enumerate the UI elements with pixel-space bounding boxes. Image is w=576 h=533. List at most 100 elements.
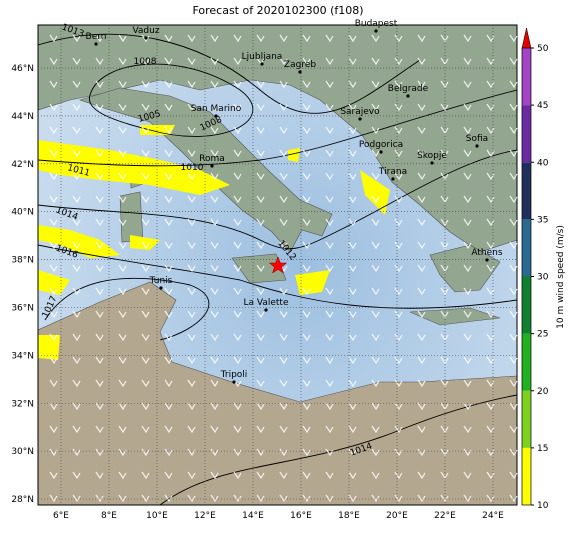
wind-barb <box>325 149 334 158</box>
city-dot <box>391 177 395 181</box>
wind-barb <box>256 241 265 250</box>
lat-tick-label: 34°N <box>11 351 34 361</box>
wind-barb <box>164 195 173 204</box>
colorbar-tick-label: 10 <box>537 501 549 511</box>
wind-barb <box>164 448 173 457</box>
africa <box>38 281 517 505</box>
lat-tick-label: 32°N <box>11 399 34 409</box>
wind-barb <box>164 310 173 319</box>
city-label: Ljubljana <box>242 52 283 62</box>
wind-barb <box>233 264 242 273</box>
wind-barb <box>233 356 242 365</box>
wind-barb <box>509 425 518 434</box>
wind-barb <box>95 241 104 250</box>
wind-barb <box>325 287 334 296</box>
wind-barb <box>210 425 219 434</box>
wind-barb <box>394 287 403 296</box>
wind-barb <box>348 402 357 411</box>
wind-barb <box>440 425 449 434</box>
wind-barb <box>187 172 196 181</box>
wind-barb <box>187 218 196 227</box>
wind-barb <box>302 310 311 319</box>
city-dot <box>298 70 302 74</box>
wind-barb <box>72 241 81 250</box>
wind-barb <box>141 126 150 135</box>
wind-barb <box>394 57 403 66</box>
city-dot <box>210 164 214 168</box>
wind-barb <box>187 448 196 457</box>
wind-barb <box>279 310 288 319</box>
city-label: Tirana <box>378 167 407 177</box>
wind-barb <box>256 195 265 204</box>
wind-barb <box>233 333 242 342</box>
wind-barb <box>509 218 518 227</box>
wind-barb <box>417 310 426 319</box>
wind-barb <box>394 34 403 43</box>
wind-barb <box>394 379 403 388</box>
wind-barb <box>118 356 127 365</box>
wind-barb <box>141 310 150 319</box>
wind-barb <box>72 379 81 388</box>
wind-barb <box>141 218 150 227</box>
lon-tick-label: 22°E <box>434 511 456 521</box>
wind-barb <box>440 218 449 227</box>
city-label: Podgorica <box>359 140 403 150</box>
city-label: Tunis <box>149 276 173 286</box>
wind-barb <box>72 471 81 480</box>
wind-barb <box>348 57 357 66</box>
city-dot <box>144 36 148 40</box>
wind-barb <box>417 379 426 388</box>
wind-barb <box>233 126 242 135</box>
wind-barb <box>164 80 173 89</box>
wind-barb <box>72 172 81 181</box>
wind-barb <box>164 241 173 250</box>
wind-barb <box>210 310 219 319</box>
wind-barb <box>49 34 58 43</box>
wind-barb <box>463 356 472 365</box>
wind-barb <box>325 333 334 342</box>
wind-barb <box>95 103 104 112</box>
wind-barb <box>164 218 173 227</box>
wind-barb <box>348 379 357 388</box>
wind-barb <box>486 425 495 434</box>
city-label: Budapest <box>355 19 398 29</box>
colorbar-segment <box>522 162 531 220</box>
wind-barb <box>141 425 150 434</box>
wind-barb <box>95 195 104 204</box>
wind-barb <box>95 80 104 89</box>
wind-barb <box>72 402 81 411</box>
wind-barb <box>463 333 472 342</box>
wind-barb <box>233 172 242 181</box>
wind-barb <box>463 264 472 273</box>
wind-barb <box>509 471 518 480</box>
wind-barb <box>49 356 58 365</box>
wind-barb <box>72 425 81 434</box>
wind-barb <box>233 149 242 158</box>
wind-barb <box>486 356 495 365</box>
wind-barb <box>95 264 104 273</box>
wind-barb <box>210 402 219 411</box>
wind-barb <box>509 80 518 89</box>
wind-barb <box>187 402 196 411</box>
colorbar-segment <box>522 447 531 505</box>
lon-tick-label: 24°E <box>482 511 504 521</box>
wind-barb <box>440 356 449 365</box>
wind-barb <box>256 149 265 158</box>
wind-barb <box>210 379 219 388</box>
wind-barb <box>509 333 518 342</box>
lat-tick-label: 38°N <box>11 256 34 266</box>
wind-barb <box>417 241 426 250</box>
wind-barb <box>325 126 334 135</box>
wind-barb <box>210 172 219 181</box>
city-label: Skopje <box>417 151 447 161</box>
lon-tick-label: 8°E <box>101 511 117 521</box>
wind-barb <box>164 494 173 503</box>
wind-barb <box>233 218 242 227</box>
colorbar-tick-label: 40 <box>537 158 549 168</box>
wind-barb <box>417 80 426 89</box>
map-frame <box>37 24 518 506</box>
wind-barb <box>256 310 265 319</box>
wind-barb <box>164 379 173 388</box>
wind-barb <box>371 471 380 480</box>
wind-barb <box>302 471 311 480</box>
